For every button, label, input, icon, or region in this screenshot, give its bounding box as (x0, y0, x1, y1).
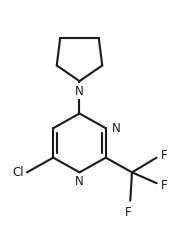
Text: N: N (75, 175, 84, 188)
Text: F: F (125, 206, 132, 219)
Text: N: N (75, 85, 84, 98)
Text: Cl: Cl (13, 166, 24, 179)
Text: F: F (161, 179, 168, 192)
Text: F: F (161, 149, 168, 162)
Text: N: N (112, 122, 121, 135)
